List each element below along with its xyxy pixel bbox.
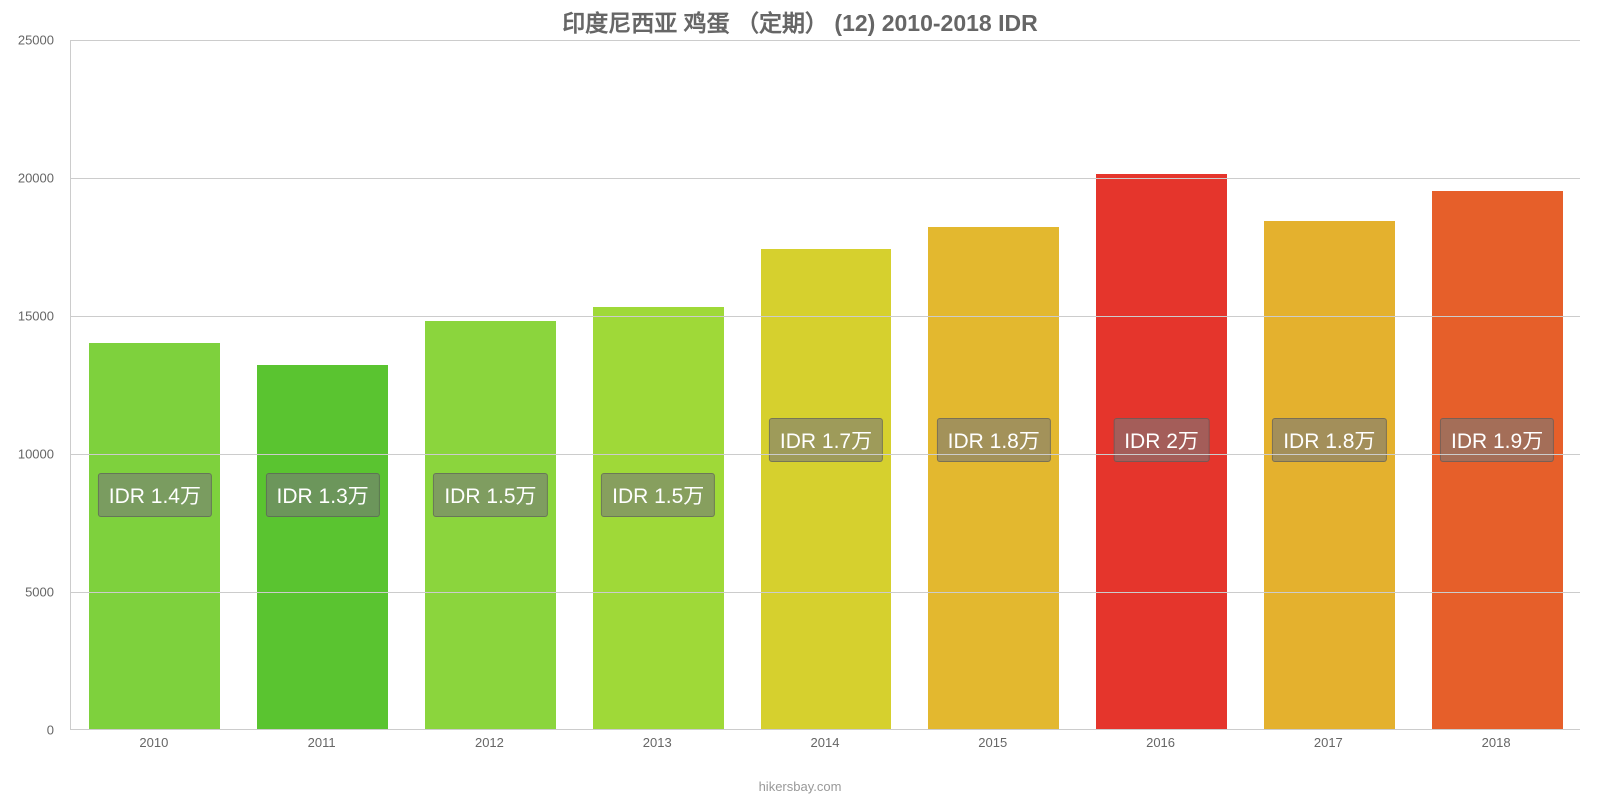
x-tick-label: 2014 — [811, 735, 840, 750]
y-tick-label: 20000 — [18, 171, 54, 186]
x-tick-label: 2013 — [643, 735, 672, 750]
x-tick-label: 2016 — [1146, 735, 1175, 750]
y-axis-labels: 0500010000150002000025000 — [0, 40, 60, 730]
bar — [928, 227, 1059, 729]
bar-value-label: IDR 2万 — [1113, 418, 1210, 462]
bar — [761, 249, 892, 729]
gridline — [71, 178, 1580, 179]
y-tick-label: 0 — [47, 723, 54, 738]
plot-area: IDR 1.4万 IDR 1.3万 IDR 1.5万 IDR 1.5万 IDR 1.7万… — [70, 40, 1580, 730]
bar-value-label: IDR 1.4万 — [98, 473, 212, 517]
bar — [593, 307, 724, 729]
x-tick-label: 2017 — [1314, 735, 1343, 750]
y-tick-label: 10000 — [18, 447, 54, 462]
bar-value-label: IDR 1.5万 — [433, 473, 547, 517]
x-tick-label: 2018 — [1482, 735, 1511, 750]
bar — [1264, 221, 1395, 729]
bar-value-label: IDR 1.5万 — [601, 473, 715, 517]
bar-value-label: IDR 1.9万 — [1440, 418, 1554, 462]
y-tick-label: 15000 — [18, 309, 54, 324]
y-tick-label: 25000 — [18, 33, 54, 48]
gridline — [71, 40, 1580, 41]
x-tick-label: 2011 — [308, 735, 336, 750]
chart-title: 印度尼西亚 鸡蛋 （定期） (12) 2010-2018 IDR — [0, 4, 1600, 38]
y-tick-label: 5000 — [25, 585, 54, 600]
x-tick-label: 2012 — [475, 735, 504, 750]
gridline — [71, 316, 1580, 317]
bar-value-label: IDR 1.8万 — [1272, 418, 1386, 462]
bar-value-label: IDR 1.3万 — [266, 473, 380, 517]
bar-value-label: IDR 1.8万 — [937, 418, 1051, 462]
bar-chart: 印度尼西亚 鸡蛋 （定期） (12) 2010-2018 IDR 0 5000 10… — [0, 0, 1600, 800]
x-tick-label: 2010 — [139, 735, 168, 750]
bar — [425, 321, 556, 729]
bar — [257, 365, 388, 729]
x-tick-label: 2015 — [978, 735, 1007, 750]
gridline — [71, 454, 1580, 455]
bar-value-label: IDR 1.7万 — [769, 418, 883, 462]
gridline — [71, 592, 1580, 593]
bar — [89, 343, 220, 729]
x-axis-labels: 2010 2011 2012 2013 2014 2015 2016 2017 2018 — [70, 735, 1580, 765]
chart-footer: hikersbay.com — [0, 779, 1600, 794]
bars-layer: IDR 1.4万 IDR 1.3万 IDR 1.5万 IDR 1.5万 IDR 1.7万… — [71, 40, 1580, 729]
